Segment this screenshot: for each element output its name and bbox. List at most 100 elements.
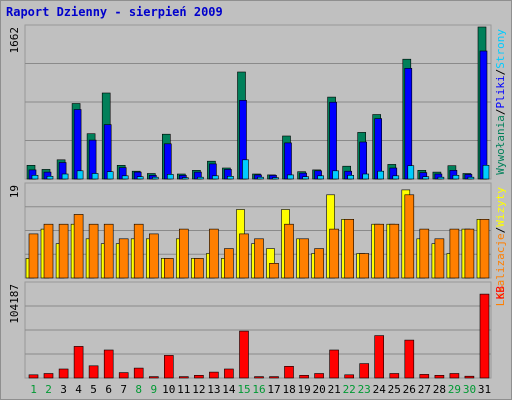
panel-kb-legend: KB (494, 286, 507, 300)
bar-kb-day-12 (194, 374, 204, 379)
panel-hits-ymax-label: 1662 (8, 27, 21, 54)
bar-wizyty-day-2 (43, 223, 54, 279)
bar-kb-day-17 (269, 376, 279, 379)
day-label-11: 11 (177, 383, 190, 396)
bar-kb-day-28 (434, 374, 445, 379)
bar-strony-day-6 (106, 171, 114, 180)
bar-wizyty-day-18 (284, 223, 294, 279)
bar-wizyty-day-26 (404, 194, 415, 279)
bar-strony-day-21 (332, 170, 339, 180)
bar-kb-day-21 (329, 349, 339, 379)
day-label-25: 25 (388, 383, 401, 396)
bar-strony-day-30 (467, 176, 475, 180)
bar-strony-day-26 (407, 165, 415, 180)
day-label-16: 16 (252, 383, 265, 396)
series-strony (31, 159, 490, 180)
bar-pliki-day-26 (404, 68, 413, 180)
bar-wizyty-day-5 (88, 223, 99, 279)
bar-kb-day-31 (479, 293, 490, 379)
bar-wizyty-day-20 (314, 248, 324, 279)
legend-item: Pliki (494, 75, 507, 108)
bar-kb-day-13 (209, 371, 219, 379)
series-kb (28, 293, 490, 379)
bar-wizyty-day-24 (374, 223, 385, 279)
day-label-6: 6 (105, 383, 112, 396)
bar-wizyty-day-8 (133, 223, 144, 279)
legend-item: / (494, 109, 507, 116)
day-label-5: 5 (90, 383, 97, 396)
day-label-15: 15 (237, 383, 250, 396)
bar-strony-day-15 (242, 159, 249, 180)
bar-strony-day-24 (377, 170, 385, 180)
bar-pliki-day-4 (73, 109, 82, 180)
bar-kb-day-16 (254, 376, 264, 379)
bar-kb-day-26 (404, 339, 415, 379)
bar-wizyty-day-19 (299, 238, 309, 279)
panel-kb-ymax-label: 104187 (8, 284, 21, 324)
bar-wizyty-day-31 (479, 219, 490, 279)
bar-strony-day-8 (136, 176, 144, 180)
bar-pliki-day-10 (164, 143, 172, 180)
bar-kb-day-15 (239, 330, 249, 379)
bar-strony-day-28 (437, 176, 445, 180)
bar-kb-day-30 (464, 375, 475, 379)
day-label-10: 10 (162, 383, 175, 396)
bar-kb-day-6 (103, 349, 114, 379)
bar-kb-day-4 (73, 346, 84, 379)
bar-strony-day-29 (452, 175, 460, 180)
day-label-2: 2 (45, 383, 52, 396)
bar-pliki-day-24 (374, 118, 383, 180)
day-label-26: 26 (403, 383, 416, 396)
day-label-27: 27 (418, 383, 431, 396)
bar-kb-day-8 (133, 367, 144, 379)
day-label-22: 22 (343, 383, 356, 396)
bar-wizyty-day-21 (329, 228, 339, 279)
bar-kb-day-22 (344, 374, 355, 379)
bar-wizyty-day-1 (28, 233, 39, 279)
bar-strony-day-17 (272, 177, 279, 180)
day-label-28: 28 (433, 383, 446, 396)
bar-strony-day-25 (392, 175, 400, 180)
bar-strony-day-11 (182, 177, 189, 180)
bar-wizyty-day-9 (149, 233, 159, 279)
bar-wizyty-day-11 (179, 228, 189, 279)
bar-strony-day-14 (227, 176, 234, 180)
bar-pliki-day-31 (479, 50, 488, 180)
panel-kb: 104187 KB (8, 281, 507, 379)
bar-kb-day-3 (58, 368, 69, 379)
bar-wizyty-day-23 (359, 253, 370, 279)
chart-title: Raport Dzienny - sierpień 2009 (6, 5, 223, 19)
bar-strony-day-4 (76, 170, 84, 180)
series-wizyty (28, 194, 490, 279)
day-label-13: 13 (207, 383, 220, 396)
bar-kb-day-25 (389, 373, 400, 379)
bar-strony-day-12 (197, 176, 204, 180)
legend-item: Wizyty (494, 187, 507, 227)
bar-strony-day-5 (91, 173, 99, 180)
bar-kb-day-18 (284, 365, 294, 379)
panels-layer: 1662Wywołania/Pliki/Strony19Lokalizacje/… (8, 24, 507, 379)
day-labels: 1 2 3 4 5 6 7 8 9 10 11 12 13 14 15 16 17 18 19 20 21 22 23 24 2… (30, 383, 491, 396)
bar-pliki-day-23 (359, 141, 368, 180)
bar-pliki-day-21 (329, 101, 337, 180)
bar-strony-day-22 (347, 175, 355, 180)
bar-kb-day-7 (118, 372, 129, 379)
bar-kb-day-9 (149, 376, 159, 379)
bar-strony-day-3 (61, 173, 69, 180)
day-label-7: 7 (120, 383, 127, 396)
bar-strony-day-23 (362, 173, 370, 180)
bar-kb-day-11 (179, 376, 189, 379)
day-label-3: 3 (60, 383, 67, 396)
day-label-8: 8 (135, 383, 142, 396)
bar-wizyty-day-30 (464, 228, 475, 279)
bar-wizyty-day-22 (344, 219, 355, 279)
bar-pliki-day-5 (88, 139, 97, 180)
bar-wizyty-day-4 (73, 214, 84, 279)
bar-strony-day-7 (121, 175, 129, 180)
legend-item: Wywołania (494, 115, 507, 175)
panel-visits-ymax-label: 19 (8, 185, 21, 198)
bar-kb-day-23 (359, 363, 370, 379)
bar-strony-day-31 (482, 165, 490, 180)
